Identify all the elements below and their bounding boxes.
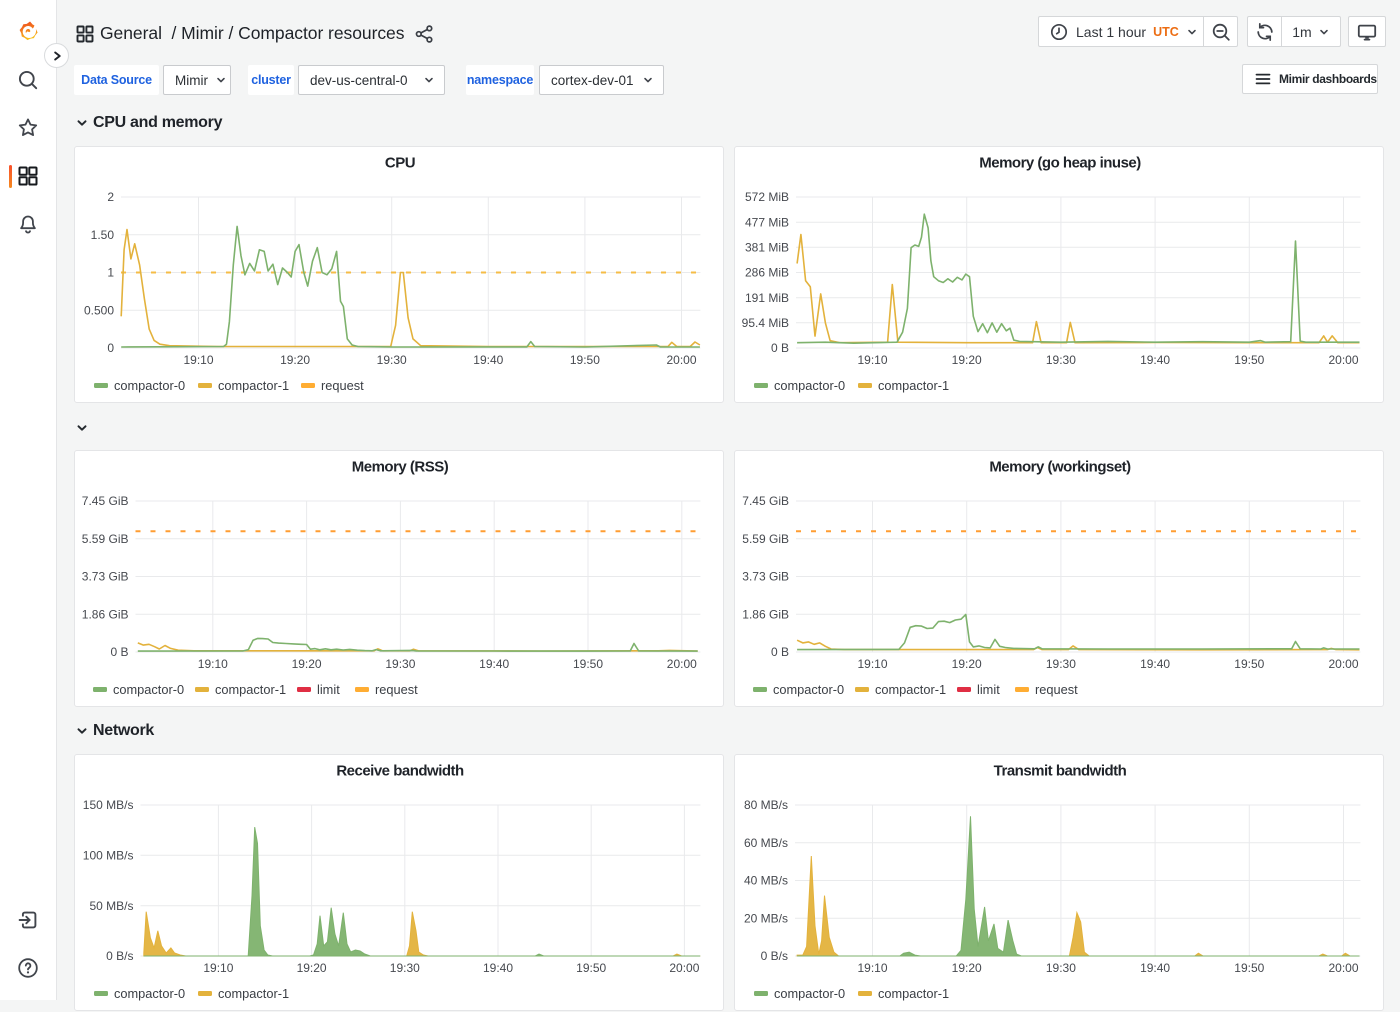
svg-text:compactor-1: compactor-1 (218, 986, 289, 1001)
svg-text:80 MB/s: 80 MB/s (744, 798, 788, 812)
svg-text:19:30: 19:30 (377, 353, 407, 367)
svg-text:191 MiB: 191 MiB (745, 291, 789, 305)
svg-text:50 MB/s: 50 MB/s (89, 899, 133, 913)
svg-text:compactor-0: compactor-0 (113, 682, 184, 697)
svg-text:Receive bandwidth: Receive bandwidth (336, 763, 464, 780)
svg-text:19:40: 19:40 (473, 353, 503, 367)
svg-text:limit: limit (317, 682, 340, 697)
svg-text:2: 2 (107, 190, 114, 204)
svg-text:limit: limit (977, 682, 1000, 697)
svg-text:19:10: 19:10 (203, 961, 233, 975)
svg-text:compactor-1: compactor-1 (878, 986, 949, 1001)
svg-text:compactor-1: compactor-1 (215, 682, 286, 697)
svg-text:19:50: 19:50 (1234, 961, 1264, 975)
svg-text:20:00: 20:00 (1328, 353, 1358, 367)
svg-text:19:10: 19:10 (857, 353, 887, 367)
svg-text:Transmit bandwidth: Transmit bandwidth (994, 763, 1127, 780)
svg-text:19:50: 19:50 (1234, 353, 1264, 367)
svg-text:19:40: 19:40 (1140, 657, 1170, 671)
svg-text:19:10: 19:10 (183, 353, 213, 367)
svg-text:20:00: 20:00 (1328, 657, 1358, 671)
svg-text:19:10: 19:10 (857, 961, 887, 975)
svg-text:19:20: 19:20 (292, 657, 322, 671)
svg-text:0 B/s: 0 B/s (761, 949, 788, 963)
svg-text:1.86 GiB: 1.86 GiB (82, 607, 129, 621)
svg-text:7.45 GiB: 7.45 GiB (742, 494, 789, 508)
svg-text:7.45 GiB: 7.45 GiB (82, 494, 129, 508)
svg-text:19:20: 19:20 (280, 353, 310, 367)
svg-text:19:10: 19:10 (857, 657, 887, 671)
svg-text:19:30: 19:30 (1046, 353, 1076, 367)
svg-text:compactor-0: compactor-0 (773, 682, 844, 697)
svg-text:request: request (321, 378, 364, 393)
svg-text:19:40: 19:40 (479, 657, 509, 671)
svg-text:compactor-1: compactor-1 (878, 378, 949, 393)
svg-text:20:00: 20:00 (666, 353, 696, 367)
svg-text:request: request (1035, 682, 1078, 697)
svg-text:381 MiB: 381 MiB (745, 241, 789, 255)
svg-text:20:00: 20:00 (669, 961, 699, 975)
svg-text:1.86 GiB: 1.86 GiB (742, 607, 789, 621)
svg-text:1: 1 (107, 266, 114, 280)
svg-text:19:40: 19:40 (1140, 961, 1170, 975)
svg-text:3.73 GiB: 3.73 GiB (742, 570, 789, 584)
svg-text:20:00: 20:00 (667, 657, 697, 671)
svg-text:19:50: 19:50 (573, 657, 603, 671)
svg-text:1.50: 1.50 (91, 228, 115, 242)
svg-text:19:50: 19:50 (570, 353, 600, 367)
svg-text:286 MiB: 286 MiB (745, 266, 789, 280)
svg-text:CPU: CPU (385, 155, 415, 172)
svg-text:40 MB/s: 40 MB/s (744, 874, 788, 888)
svg-text:Memory (RSS): Memory (RSS) (352, 459, 449, 476)
svg-text:19:20: 19:20 (952, 353, 982, 367)
svg-text:Memory (go heap inuse): Memory (go heap inuse) (979, 155, 1141, 172)
svg-text:20 MB/s: 20 MB/s (744, 911, 788, 925)
svg-text:20:00: 20:00 (1328, 961, 1358, 975)
svg-text:compactor-0: compactor-0 (774, 378, 845, 393)
svg-text:compactor-1: compactor-1 (875, 682, 946, 697)
svg-text:5.59 GiB: 5.59 GiB (742, 532, 789, 546)
svg-text:60 MB/s: 60 MB/s (744, 836, 788, 850)
svg-text:3.73 GiB: 3.73 GiB (82, 570, 129, 584)
svg-text:compactor-0: compactor-0 (114, 986, 185, 1001)
svg-text:19:30: 19:30 (1046, 657, 1076, 671)
svg-text:19:20: 19:20 (297, 961, 327, 975)
svg-text:19:30: 19:30 (1046, 961, 1076, 975)
svg-text:100 MB/s: 100 MB/s (83, 849, 134, 863)
svg-text:0 B: 0 B (771, 341, 789, 355)
svg-text:0: 0 (107, 341, 114, 355)
svg-text:0 B: 0 B (771, 645, 789, 659)
svg-text:request: request (375, 682, 418, 697)
svg-text:0 B/s: 0 B/s (106, 949, 133, 963)
svg-text:0 B: 0 B (110, 645, 128, 659)
svg-text:Memory (workingset): Memory (workingset) (989, 459, 1131, 476)
svg-text:19:10: 19:10 (198, 657, 228, 671)
svg-text:19:30: 19:30 (385, 657, 415, 671)
svg-text:572 MiB: 572 MiB (745, 190, 789, 204)
svg-text:19:50: 19:50 (576, 961, 606, 975)
svg-text:compactor-0: compactor-0 (774, 986, 845, 1001)
svg-text:477 MiB: 477 MiB (745, 215, 789, 229)
svg-text:compactor-0: compactor-0 (114, 378, 185, 393)
svg-text:19:40: 19:40 (1140, 353, 1170, 367)
svg-text:compactor-1: compactor-1 (218, 378, 289, 393)
svg-text:19:40: 19:40 (483, 961, 513, 975)
svg-text:150 MB/s: 150 MB/s (83, 798, 134, 812)
svg-text:19:20: 19:20 (952, 961, 982, 975)
svg-text:95.4 MiB: 95.4 MiB (742, 316, 789, 330)
svg-text:5.59 GiB: 5.59 GiB (82, 532, 129, 546)
svg-text:0.500: 0.500 (84, 303, 114, 317)
svg-text:19:50: 19:50 (1234, 657, 1264, 671)
svg-text:19:20: 19:20 (952, 657, 982, 671)
svg-text:19:30: 19:30 (390, 961, 420, 975)
